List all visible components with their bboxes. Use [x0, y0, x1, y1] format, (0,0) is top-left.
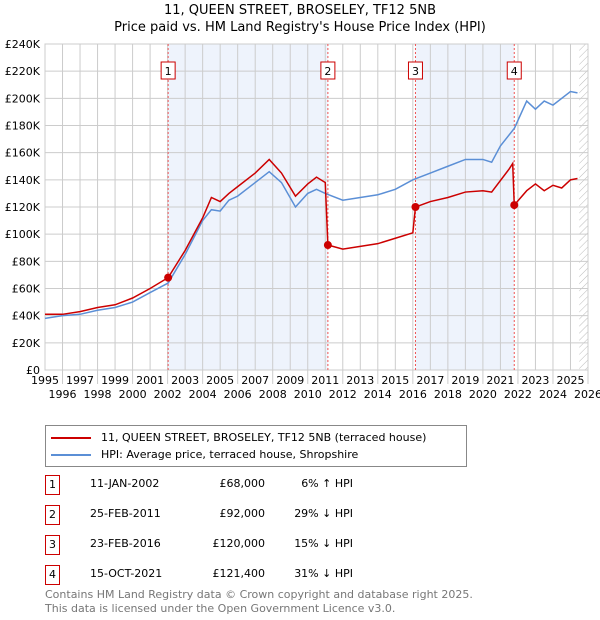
sale-date: 23-FEB-2016 [90, 537, 161, 550]
x-tick-label: 2023 [521, 374, 549, 387]
sale-label: 2 [324, 65, 331, 78]
table-row: 3 23-FEB-2016 £120,000 15% ↓ HPI [45, 535, 405, 555]
sale-date: 11-JAN-2002 [90, 477, 160, 490]
chart-subtitle: Price paid vs. HM Land Registry's House … [114, 20, 486, 35]
sale-price: £120,000 [212, 537, 266, 550]
x-tick-label: 1998 [84, 388, 112, 401]
x-tick-label: 2022 [504, 388, 532, 401]
x-tick-label: 2006 [224, 388, 252, 401]
x-tick-label: 2014 [364, 388, 392, 401]
sale-point [411, 203, 420, 211]
footer-line1: Contains HM Land Registry data © Crown c… [45, 588, 473, 601]
x-tick-label: 1999 [101, 374, 129, 387]
x-tick-label: 2024 [539, 388, 567, 401]
sale-hpi-diff: 15% ↓ HPI [294, 537, 353, 550]
x-tick-label: 1995 [31, 374, 59, 387]
sale-number: 1 [45, 475, 60, 495]
x-tick-label: 2026 [574, 388, 600, 401]
x-tick-label: 2012 [329, 388, 357, 401]
sale-point [323, 241, 332, 250]
sale-price: £121,400 [212, 567, 266, 580]
hpi-line [44, 90, 578, 320]
x-tick-label: 2019 [451, 374, 479, 387]
sale-date: 25-FEB-2011 [90, 507, 161, 520]
sale-point [164, 273, 173, 282]
y-tick-label: £0 [26, 364, 40, 377]
y-tick-label: £60K [12, 283, 41, 296]
y-tick-label: £20K [12, 337, 41, 350]
sale-label-box [407, 61, 423, 80]
legend-label: 11, QUEEN STREET, BROSELEY, TF12 5NB (te… [101, 431, 427, 444]
x-tick-label: 2005 [206, 374, 234, 387]
legend-swatch-blue [51, 453, 91, 456]
y-tick-label: £240K [5, 38, 41, 51]
x-tick-label: 2001 [136, 374, 164, 387]
sale-label: 3 [412, 65, 419, 78]
footer: Contains HM Land Registry data © Crown c… [45, 588, 473, 616]
x-tick-label: 2016 [399, 388, 427, 401]
x-tick-label: 2007 [241, 374, 269, 387]
sale-number: 4 [45, 565, 60, 585]
sale-hpi-diff: 29% ↓ HPI [294, 507, 353, 520]
sale-number: 2 [45, 505, 60, 525]
y-tick-label: £160K [5, 147, 41, 160]
table-row: 2 25-FEB-2011 £92,000 29% ↓ HPI [45, 505, 405, 525]
sale-label: 1 [165, 65, 172, 78]
y-tick-label: £120K [5, 201, 41, 214]
chart-title: 11, QUEEN STREET, BROSELEY, TF12 5NB [163, 3, 437, 18]
x-tick-label: 2025 [556, 374, 584, 387]
price-chart: 1995199619971998199920002001200220032004… [5, 38, 600, 401]
sale-hpi-diff: 31% ↓ HPI [294, 567, 353, 580]
sale-label-box [506, 61, 522, 80]
legend: 11, QUEEN STREET, BROSELEY, TF12 5NB (te… [45, 425, 467, 467]
sale-label-box [160, 61, 176, 80]
x-tick-label: 2008 [259, 388, 287, 401]
x-tick-label: 2018 [434, 388, 462, 401]
x-tick-label: 2017 [416, 374, 444, 387]
legend-hpi: HPI: Average price, terraced house, Shro… [51, 448, 358, 461]
x-tick-label: 2002 [154, 388, 182, 401]
table-row: 4 15-OCT-2021 £121,400 31% ↓ HPI [45, 565, 405, 585]
sale-price: £92,000 [219, 507, 266, 520]
footer-line2: This data is licensed under the Open Gov… [45, 602, 396, 615]
table-row: 1 11-JAN-2002 £68,000 6% ↑ HPI [45, 475, 405, 495]
y-tick-label: £180K [5, 120, 41, 133]
y-tick-label: £200K [5, 92, 41, 105]
x-tick-label: 2013 [346, 374, 374, 387]
sale-label: 4 [511, 65, 518, 78]
legend-swatch-red [51, 436, 91, 439]
y-tick-label: £140K [5, 174, 41, 187]
x-tick-label: 2010 [294, 388, 322, 401]
sale-number: 3 [45, 535, 60, 555]
x-tick-label: 2003 [171, 374, 199, 387]
sale-label-box [320, 61, 336, 80]
plot-border [44, 43, 589, 371]
x-tick-label: 2000 [119, 388, 147, 401]
x-tick-label: 2020 [469, 388, 497, 401]
x-tick-label: 1997 [66, 374, 94, 387]
legend-label: HPI: Average price, terraced house, Shro… [101, 448, 359, 461]
x-tick-label: 2021 [486, 374, 514, 387]
legend-property: 11, QUEEN STREET, BROSELEY, TF12 5NB (te… [51, 431, 426, 444]
y-tick-label: £220K [5, 65, 41, 78]
y-tick-label: £40K [12, 310, 41, 323]
sale-point [510, 201, 519, 210]
sale-price: £68,000 [219, 477, 266, 490]
x-tick-label: 2004 [189, 388, 217, 401]
x-tick-label: 2015 [381, 374, 409, 387]
y-tick-label: £80K [12, 255, 41, 268]
x-tick-label: 1996 [49, 388, 77, 401]
x-tick-label: 2011 [311, 374, 339, 387]
sale-hpi-diff: 6% ↑ HPI [301, 477, 353, 490]
x-tick-label: 2009 [276, 374, 304, 387]
sale-date: 15-OCT-2021 [90, 567, 163, 580]
y-tick-label: £100K [5, 228, 41, 241]
